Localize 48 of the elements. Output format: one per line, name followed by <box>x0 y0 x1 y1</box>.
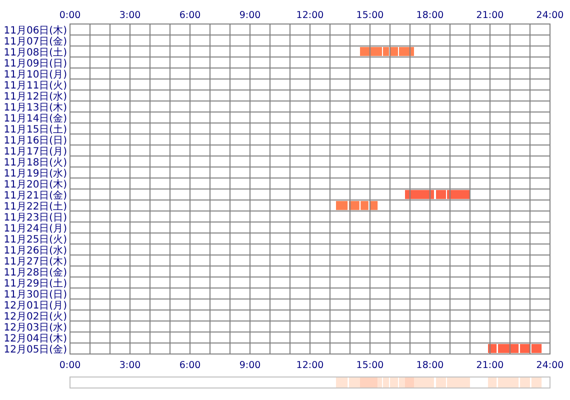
category-label: 11月06日(木) <box>4 25 67 36</box>
x2-tick: 0:00 <box>59 10 81 21</box>
x2-tick: 3:00 <box>119 10 141 21</box>
category-label: 11月16日(日) <box>4 135 67 146</box>
category-label: 11月26日(水) <box>4 245 67 256</box>
category-label: 11月07日(金) <box>4 36 67 48</box>
category-label: 12月05日(金) <box>4 344 67 356</box>
x2-tick: 6:00 <box>179 10 201 21</box>
x2-tick: 12:00 <box>296 10 324 21</box>
category-label: 12月03日(水) <box>4 322 67 334</box>
x-tick: 0:00 <box>59 360 81 371</box>
category-label: 12月01日(月) <box>4 300 67 312</box>
x-tick: 3:00 <box>119 360 141 371</box>
category-label: 11月19日(水) <box>4 168 67 180</box>
category-label: 11月17日(月) <box>4 146 67 158</box>
x2-tick: 24:00 <box>536 10 564 21</box>
x-tick: 24:00 <box>536 360 564 371</box>
x-tick: 21:00 <box>476 360 504 371</box>
category-label: 11月30日(日) <box>4 289 67 300</box>
category-label: 11月21日(金) <box>4 190 67 202</box>
x-tick: 9:00 <box>239 360 261 371</box>
category-label: 11月09日(日) <box>4 58 67 70</box>
x-tick: 12:00 <box>296 360 324 371</box>
category-label: 11月08日(土) <box>4 47 67 58</box>
category-label: 11月11日(火) <box>4 80 67 92</box>
category-label: 11月23日(日) <box>4 212 67 224</box>
category-label: 11月18日(火) <box>4 157 67 168</box>
category-label: 11月24日(月) <box>4 223 67 234</box>
x2-tick: 21:00 <box>476 10 504 21</box>
category-label: 11月12日(水) <box>4 91 67 102</box>
x2-tick: 9:00 <box>239 10 261 21</box>
x-tick: 15:00 <box>356 360 384 371</box>
category-label: 11月29日(土) <box>4 278 67 290</box>
category-label: 11月25日(火) <box>4 234 67 246</box>
category-label: 11月15日(土) <box>4 124 67 136</box>
category-label: 11月22日(土) <box>4 201 67 212</box>
category-label: 11月10日(月) <box>4 69 67 80</box>
x-tick: 6:00 <box>179 360 201 371</box>
category-label: 11月28日(金) <box>4 267 67 278</box>
category-label: 11月27日(木) <box>4 256 67 268</box>
x2-tick: 18:00 <box>416 10 444 21</box>
category-label: 12月04日(木) <box>4 333 67 344</box>
x-tick: 18:00 <box>416 360 444 371</box>
x2-tick: 15:00 <box>356 10 384 21</box>
category-label: 12月02日(火) <box>4 311 67 322</box>
category-label: 11月20日(木) <box>4 179 67 190</box>
category-label: 11月13日(木) <box>4 102 67 114</box>
category-label: 11月14日(金) <box>4 113 67 124</box>
